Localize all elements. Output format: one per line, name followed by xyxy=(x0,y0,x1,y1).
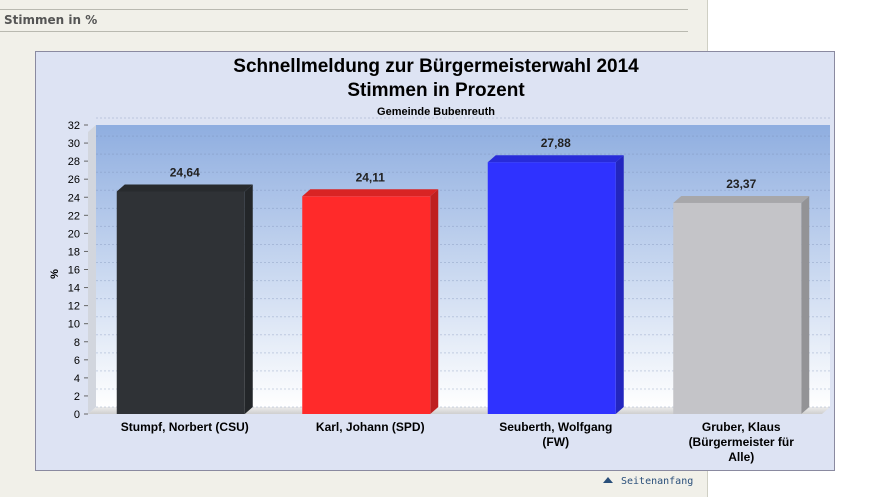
bar-front xyxy=(487,162,616,414)
bar-front xyxy=(302,196,431,414)
y-tick-label: 32 xyxy=(68,120,80,132)
y-tick-label: 22 xyxy=(68,210,80,222)
x-tick-label: Gruber, Klaus xyxy=(702,420,781,434)
bar-side xyxy=(615,155,624,414)
chart-subtitle: Stimmen in Prozent xyxy=(347,80,525,101)
chart-title: Schnellmeldung zur Bürgermeisterwahl 201… xyxy=(233,56,639,77)
y-tick-label: 18 xyxy=(68,246,80,258)
bar-side xyxy=(801,195,810,414)
x-tick-label: Karl, Johann (SPD) xyxy=(316,420,425,434)
y-tick-label: 30 xyxy=(68,138,80,150)
value-label: 24,64 xyxy=(170,165,200,179)
y-tick-label: 10 xyxy=(68,319,80,331)
y-tick-label: 6 xyxy=(74,355,80,367)
x-tick-label: Seuberth, Wolfgang xyxy=(499,420,612,434)
y-tick-label: 26 xyxy=(68,174,80,186)
y-tick-label: 12 xyxy=(68,301,80,313)
x-tick-label: Alle) xyxy=(728,450,754,464)
y-tick-label: 14 xyxy=(68,283,80,295)
chart-frame: Schnellmeldung zur Bürgermeisterwahl 201… xyxy=(35,51,835,471)
y-tick-label: 28 xyxy=(68,156,80,168)
bar xyxy=(116,184,253,414)
x-tick-label: Stumpf, Norbert (CSU) xyxy=(121,420,249,434)
y-tick-label: 2 xyxy=(74,391,80,403)
value-label: 27,88 xyxy=(541,136,571,150)
x-tick-label: (Bürgermeister für xyxy=(689,435,795,449)
y-tick-label: 16 xyxy=(68,265,80,277)
y-tick-label: 20 xyxy=(68,228,80,240)
bar-top xyxy=(302,189,439,197)
bar-side xyxy=(244,184,253,414)
back-to-top-label: Seitenanfang xyxy=(621,476,694,487)
bar xyxy=(302,189,439,414)
section-header: Stimmen in % xyxy=(0,9,688,32)
plot-side-wall xyxy=(88,125,96,414)
y-tick-label: 0 xyxy=(74,409,80,421)
bar-top xyxy=(116,184,253,192)
section-title: Stimmen in % xyxy=(4,13,98,27)
bar xyxy=(487,155,624,414)
y-tick-label: 4 xyxy=(74,373,80,385)
bar-top xyxy=(487,155,624,163)
bar-front xyxy=(673,202,802,414)
x-tick-label: (FW) xyxy=(542,435,569,449)
bar xyxy=(673,195,810,414)
chart-caption: Gemeinde Bubenreuth xyxy=(377,106,495,118)
back-to-top-link[interactable]: Seitenanfang xyxy=(603,476,693,487)
bar-top xyxy=(673,195,810,203)
y-axis-label: % xyxy=(49,269,61,279)
y-tick-label: 24 xyxy=(68,192,80,204)
bar-front xyxy=(116,191,245,414)
bar-side xyxy=(430,189,439,414)
plot-floor xyxy=(88,407,830,414)
value-label: 23,37 xyxy=(726,177,756,191)
arrow-up-icon xyxy=(603,477,613,483)
y-tick-label: 8 xyxy=(74,337,80,349)
value-label: 24,11 xyxy=(356,170,386,184)
